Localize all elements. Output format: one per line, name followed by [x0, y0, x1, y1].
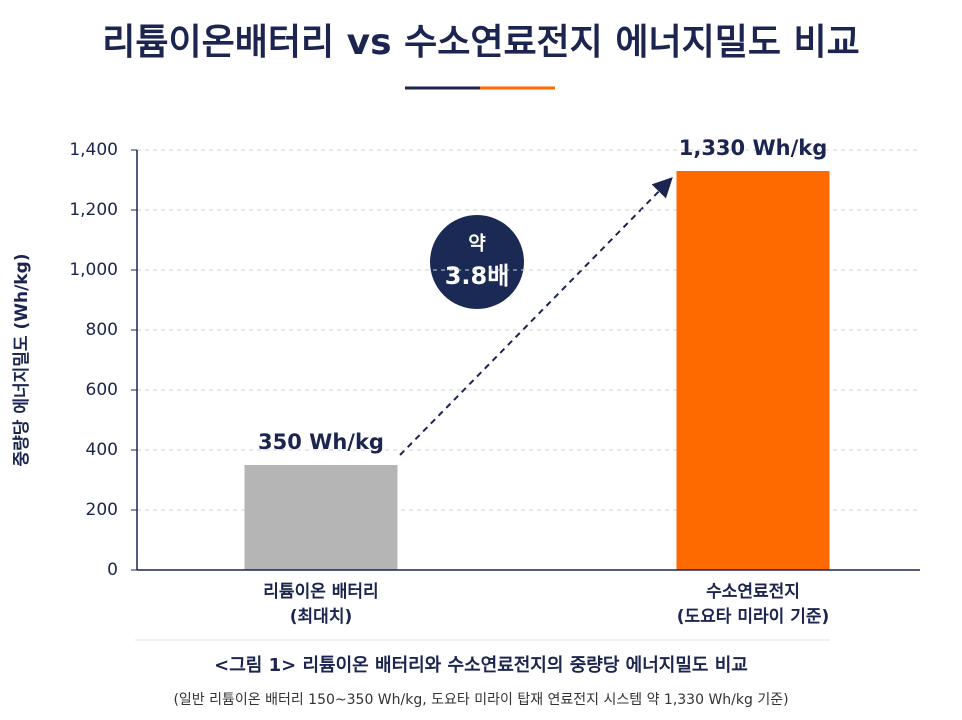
footnote: (일반 리튬이온 배터리 150~350 Wh/kg, 도요타 미라이 탑재 연…: [173, 692, 788, 708]
y-tick-label: 0: [107, 560, 118, 580]
arrow: [399, 177, 673, 456]
y-tick-label: 200: [86, 500, 118, 520]
value-label: 1,330 Wh/kg: [679, 136, 828, 160]
y-tick-label: 1,000: [69, 260, 118, 280]
bar: [676, 171, 830, 570]
x-tick-label: 리튬이온 배터리: [263, 582, 378, 602]
y-tick-label: 1,200: [69, 200, 118, 220]
bar: [244, 465, 398, 570]
y-axis-label: 중량당 에너지밀도 (Wh/kg): [11, 253, 32, 466]
y-tick-label: 800: [86, 320, 118, 340]
x-tick-label: (도요타 미라이 기준): [677, 607, 830, 627]
y-tick-label: 400: [86, 440, 118, 460]
annotation-badge: [430, 215, 524, 309]
y-tick-label: 1,400: [69, 140, 118, 160]
caption: <그림 1> 리튬이온 배터리와 수소연료전지의 중량당 에너지밀도 비교: [214, 655, 748, 676]
value-label: 350 Wh/kg: [258, 430, 384, 454]
x-tick-label: (최대치): [290, 607, 352, 627]
annotation: 3.8배: [445, 262, 510, 290]
annotation: 약: [468, 233, 486, 255]
y-tick-label: 600: [86, 380, 118, 400]
x-tick-label: 수소연료전지: [706, 582, 800, 602]
chart-title: 리튬이온배터리 vs 수소연료전지 에너지밀도 비교: [102, 22, 859, 63]
